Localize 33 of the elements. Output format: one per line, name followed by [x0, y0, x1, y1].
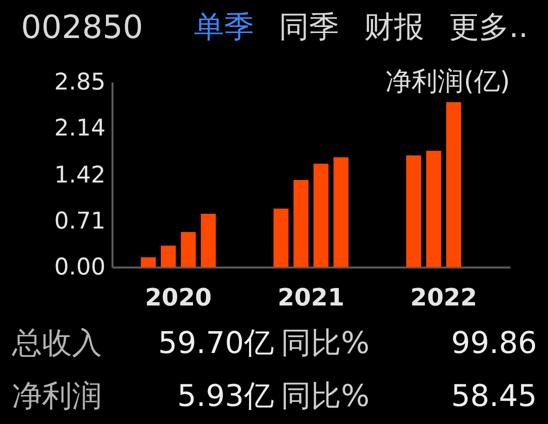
x-tick-label: 2022	[410, 284, 478, 312]
text: 58.45	[451, 379, 537, 414]
text: 总收入	[11, 326, 102, 361]
bar	[180, 232, 196, 267]
text: 同季	[279, 10, 339, 45]
y-axis-title: 净利润(亿)	[386, 67, 510, 97]
bar	[140, 257, 156, 267]
text: 财报	[364, 10, 424, 45]
bar	[274, 208, 288, 267]
text: 同比%	[281, 379, 370, 414]
y-tick-label: 2.14	[54, 116, 106, 142]
y-tick-label: 0.00	[54, 254, 106, 280]
text: 单季	[194, 10, 254, 45]
y-tick-label: 2.85	[54, 70, 106, 96]
bar	[294, 180, 308, 267]
bar	[314, 164, 328, 267]
x-tick-label: 2020	[144, 284, 212, 312]
bar	[160, 246, 176, 267]
y-tick-label: 0.71	[54, 208, 106, 234]
text: 更多..	[449, 10, 528, 45]
bar	[446, 102, 462, 267]
bar	[334, 157, 348, 267]
y-tick-label: 1.42	[54, 162, 106, 188]
text: 5.93亿	[177, 379, 274, 414]
bar	[200, 214, 216, 267]
bar	[406, 155, 422, 267]
text: 59.70亿	[158, 326, 274, 361]
bar	[426, 150, 442, 267]
chart-title: 002850	[21, 8, 144, 46]
text: 99.86	[451, 326, 537, 361]
text: 净利润	[12, 379, 102, 414]
x-tick-label: 2021	[278, 284, 344, 312]
text: 同比%	[281, 326, 370, 361]
